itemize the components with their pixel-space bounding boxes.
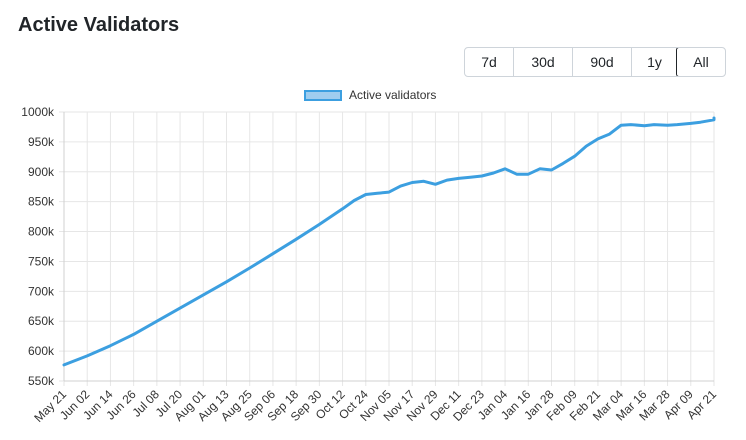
axis-layer: 1000k 950k 900k 850k 800k 750k 700k 650k 600k 550… [21, 105, 719, 425]
y-tick-label: 550k [28, 374, 55, 388]
y-tick-label: 1000k [21, 105, 55, 119]
chart-legend[interactable]: Active validators [304, 88, 436, 102]
y-tick-label: 600k [28, 344, 55, 358]
range-1y-button[interactable]: 1y [631, 48, 677, 76]
series-line-active-validators [62, 116, 716, 367]
range-all-button[interactable]: All [676, 48, 725, 76]
y-tick-label: 850k [28, 195, 55, 209]
range-90d-button[interactable]: 90d [572, 48, 631, 76]
y-tick-label: 750k [28, 254, 55, 268]
grid-layer [59, 111, 715, 386]
y-tick-label: 900k [28, 165, 55, 179]
legend-swatch [304, 89, 342, 101]
y-tick-label: 950k [28, 135, 55, 149]
series-layer [62, 116, 716, 367]
range-7d-button[interactable]: 7d [481, 54, 497, 70]
time-range-selector: 7d 30d 90d 1y All [464, 47, 726, 77]
legend-label: Active validators [349, 88, 437, 102]
range-30d-button[interactable]: 30d [513, 48, 572, 76]
y-tick-label: 700k [28, 284, 55, 298]
y-tick-label: 650k [28, 314, 55, 328]
page-title: Active Validators [18, 14, 180, 36]
y-tick-label: 800k [28, 225, 55, 239]
